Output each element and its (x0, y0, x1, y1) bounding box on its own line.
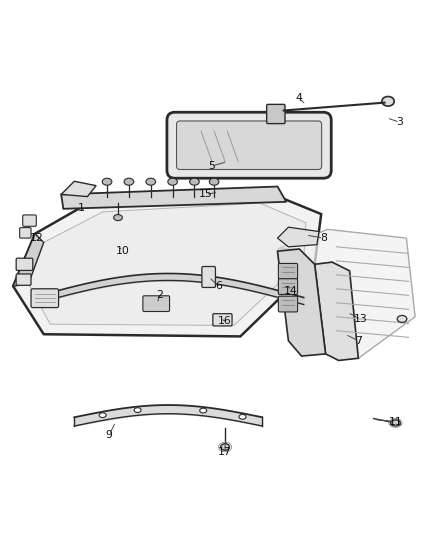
Ellipse shape (190, 178, 199, 185)
Ellipse shape (124, 178, 134, 185)
Text: 16: 16 (218, 316, 232, 326)
Ellipse shape (397, 316, 407, 322)
Text: 7: 7 (355, 336, 362, 346)
Polygon shape (61, 187, 286, 209)
Text: 6: 6 (215, 281, 222, 291)
FancyBboxPatch shape (278, 263, 298, 279)
Ellipse shape (146, 178, 156, 185)
Text: 11: 11 (388, 417, 402, 426)
Polygon shape (277, 229, 415, 358)
FancyBboxPatch shape (278, 296, 298, 312)
Ellipse shape (168, 178, 177, 185)
Ellipse shape (239, 414, 246, 419)
Ellipse shape (134, 408, 141, 413)
FancyBboxPatch shape (167, 112, 331, 178)
Polygon shape (315, 262, 358, 360)
FancyBboxPatch shape (143, 296, 170, 311)
Text: 14: 14 (284, 286, 298, 295)
Polygon shape (13, 234, 44, 286)
FancyBboxPatch shape (31, 289, 59, 308)
Text: 15: 15 (198, 189, 212, 199)
FancyBboxPatch shape (213, 314, 232, 326)
Ellipse shape (99, 413, 106, 417)
Text: 17: 17 (218, 447, 232, 457)
FancyBboxPatch shape (177, 121, 322, 169)
Text: 2: 2 (156, 290, 163, 300)
Polygon shape (13, 190, 321, 336)
Text: 5: 5 (208, 161, 215, 171)
Ellipse shape (382, 96, 394, 106)
FancyBboxPatch shape (16, 274, 31, 285)
Ellipse shape (209, 178, 219, 185)
Ellipse shape (221, 443, 229, 450)
Polygon shape (61, 181, 96, 197)
FancyBboxPatch shape (16, 258, 33, 270)
Text: 13: 13 (354, 314, 368, 324)
FancyBboxPatch shape (23, 215, 36, 227)
Text: 9: 9 (106, 430, 113, 440)
FancyBboxPatch shape (202, 266, 215, 287)
Text: 1: 1 (77, 203, 84, 213)
Text: 8: 8 (320, 233, 327, 243)
FancyBboxPatch shape (278, 279, 298, 294)
Ellipse shape (200, 408, 207, 413)
Ellipse shape (391, 420, 400, 426)
Polygon shape (277, 249, 326, 356)
Text: 3: 3 (396, 117, 403, 127)
Polygon shape (28, 203, 306, 326)
Text: 12: 12 (30, 233, 44, 243)
FancyBboxPatch shape (20, 228, 31, 238)
Ellipse shape (102, 178, 112, 185)
Ellipse shape (114, 214, 122, 221)
Text: 4: 4 (296, 93, 303, 103)
Text: 10: 10 (115, 246, 129, 256)
FancyBboxPatch shape (267, 104, 285, 124)
Polygon shape (277, 227, 319, 247)
